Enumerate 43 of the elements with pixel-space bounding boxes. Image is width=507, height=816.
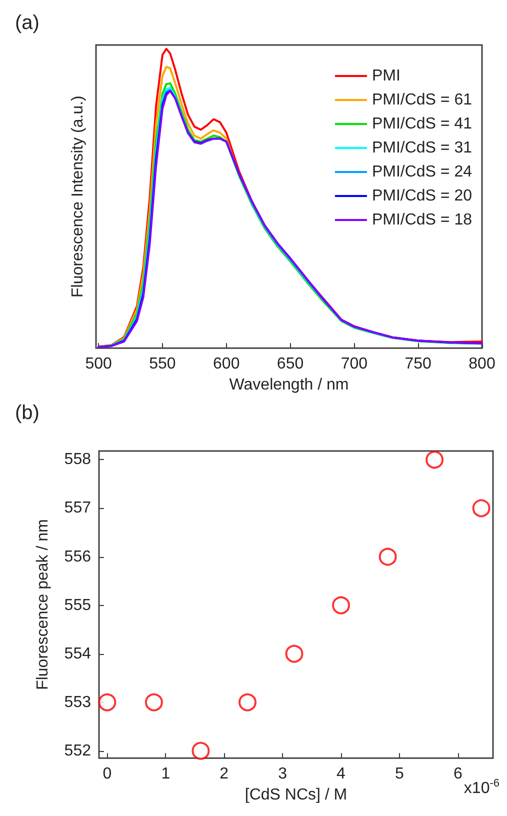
- y-tick-label: 554: [64, 645, 92, 662]
- point: [285, 644, 304, 663]
- x-tick-label: 500: [85, 356, 112, 373]
- legend-label: PMI/CdS = 18: [372, 212, 472, 228]
- point: [144, 693, 163, 712]
- x-tick-label: 3: [278, 766, 288, 783]
- y-tick-label: 557: [64, 500, 92, 517]
- legend-label: PMI/CdS = 20: [372, 188, 472, 204]
- legend-label: PMI/CdS = 31: [372, 140, 472, 156]
- y-tick-label: 555: [64, 596, 92, 614]
- y-tick-label: 558: [64, 451, 92, 468]
- chart-title: (b): [15, 402, 40, 424]
- x-tick-label: 800: [468, 356, 496, 373]
- legend-label: PMI: [372, 68, 400, 84]
- point: [238, 693, 256, 712]
- y-tick-label: 556: [64, 548, 92, 566]
- y-tick-label: 552: [64, 742, 92, 760]
- legend-label: PMI/CdS = 41: [372, 116, 472, 132]
- x-tick-label: 4: [336, 766, 346, 783]
- x-tick-label: 650: [276, 356, 304, 373]
- x-axis-title: [CdS NCs] / M: [244, 786, 348, 804]
- x-axis-title: Wavelength / nm: [229, 376, 349, 394]
- x-tick-label: 5: [395, 766, 404, 783]
- x-tick-label: 0: [102, 766, 112, 783]
- point: [192, 742, 210, 760]
- x-tick-label: 600: [213, 356, 240, 373]
- point: [426, 450, 444, 469]
- x-tick-label: 700: [340, 356, 368, 373]
- chart-title: (a): [15, 12, 40, 34]
- x-tick-label: 1: [161, 766, 170, 783]
- x-tick-label: 2: [220, 766, 229, 783]
- y-tick-label: 553: [64, 694, 92, 711]
- x-tick-label: 750: [404, 356, 432, 373]
- point: [332, 596, 350, 614]
- legend-label: PMI/CdS = 24: [372, 164, 472, 180]
- x-tick-label: 6: [453, 766, 462, 783]
- point: [472, 499, 490, 518]
- y-axis-title: Fluorescence Intensity (a.u.): [70, 96, 86, 298]
- point: [378, 548, 397, 566]
- y-axis-title: Fluorescence peak / nm: [34, 519, 52, 690]
- x-tick-label: 550: [149, 356, 176, 373]
- point: [98, 693, 116, 712]
- legend-label: PMI/CdS = 61: [372, 92, 472, 108]
